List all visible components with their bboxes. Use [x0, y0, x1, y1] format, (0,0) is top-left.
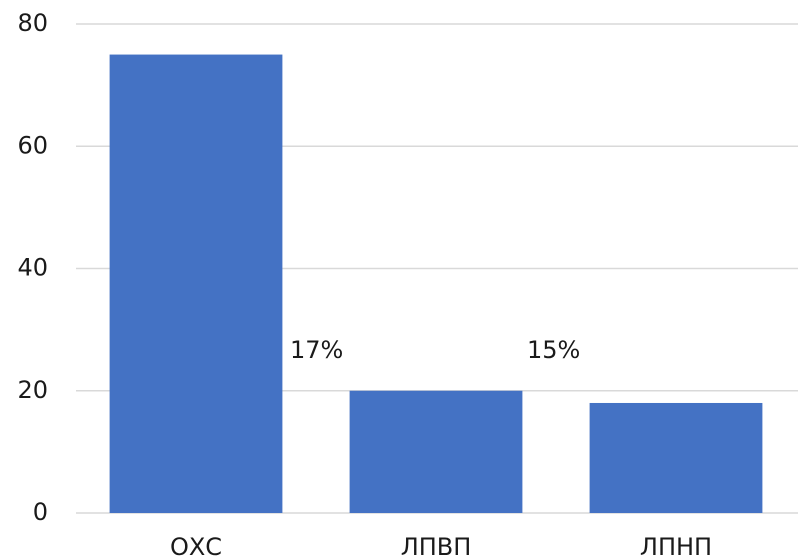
- y-tick-label: 0: [33, 498, 48, 526]
- x-tick-label: ОХС: [170, 533, 222, 560]
- y-tick-label: 80: [17, 9, 48, 37]
- y-tick-label: 60: [17, 131, 48, 159]
- y-tick-label: 20: [17, 376, 48, 404]
- x-tick-label: ЛПВП: [401, 533, 472, 560]
- annotation: 17%: [290, 336, 343, 364]
- bar: [349, 390, 523, 513]
- x-tick-label: ЛПНП: [640, 533, 712, 560]
- bar: [109, 54, 283, 513]
- annotation: 15%: [527, 336, 580, 364]
- bar: [589, 402, 763, 513]
- y-tick-label: 40: [17, 254, 48, 282]
